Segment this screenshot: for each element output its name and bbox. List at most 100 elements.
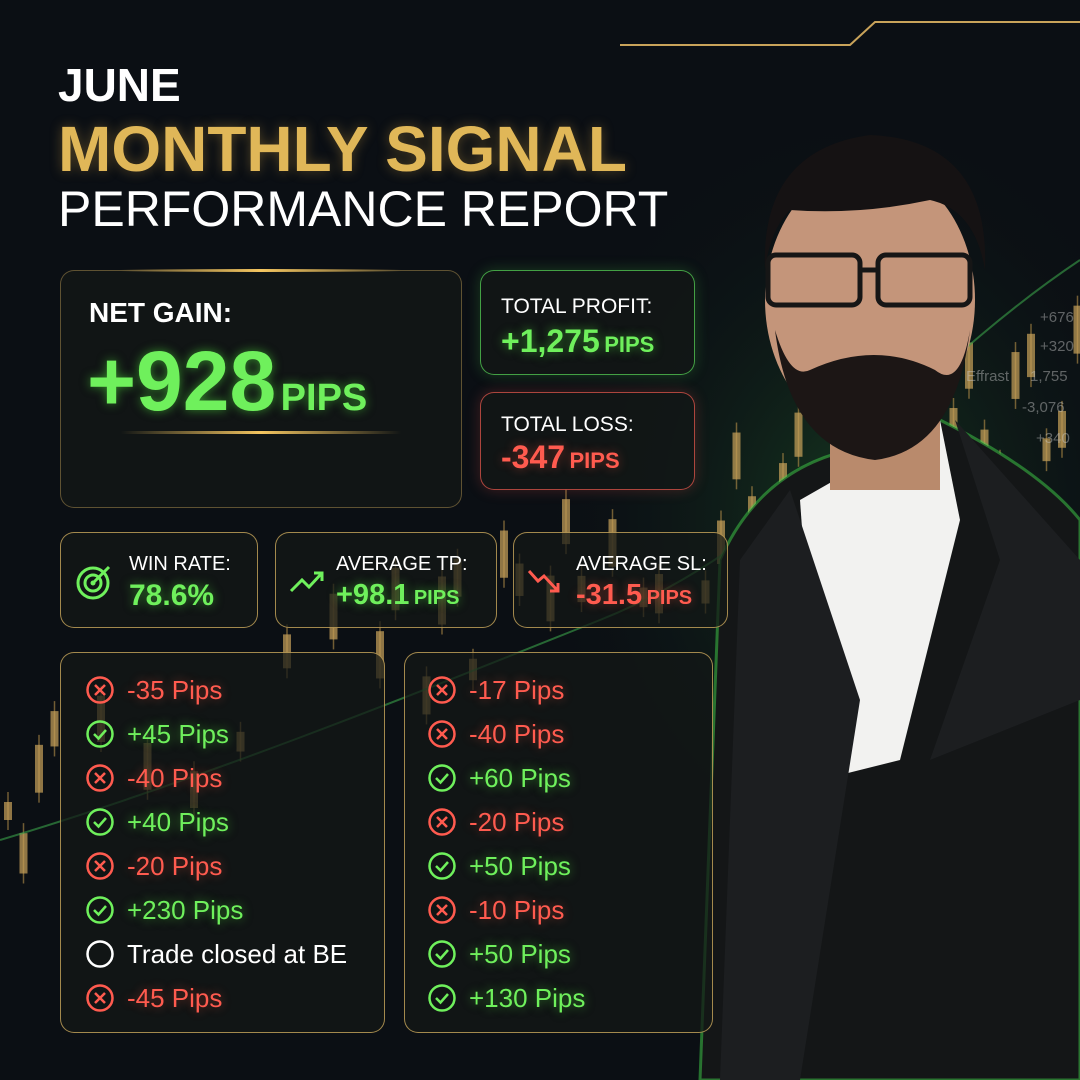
background-label: Effrast: [966, 368, 1010, 385]
total-loss-card: TOTAL LOSS: -347 PIPS: [480, 392, 695, 490]
number: +1,275: [501, 323, 600, 359]
trade-row: +230 Pips: [85, 890, 243, 930]
value: -347 PIPS: [501, 439, 620, 476]
trade-text: +60 Pips: [469, 762, 571, 793]
candle: [4, 802, 12, 820]
candle: [1027, 333, 1035, 378]
background-label: +340: [1036, 430, 1070, 447]
candle: [35, 744, 43, 793]
status-icon: [86, 896, 114, 924]
trade-text: +130 Pips: [469, 982, 586, 1013]
status-icon: [428, 676, 456, 704]
value: +928 PIPS: [87, 333, 367, 430]
number: -31.5: [576, 579, 643, 611]
trade-row: +50 Pips: [427, 846, 571, 886]
trade-text: -35 Pips: [127, 674, 223, 705]
value: 78.6%: [129, 579, 215, 612]
candle: [732, 432, 741, 480]
icon-x: [436, 904, 448, 916]
trade-text: +45 Pips: [127, 718, 229, 749]
value: -31.5 PIPS: [576, 579, 692, 612]
icon-ring: [86, 720, 114, 748]
status-icon: [86, 808, 114, 836]
trend-up-icon: [289, 571, 324, 593]
status-icon: [428, 808, 456, 836]
trade-row: +60 Pips: [427, 758, 571, 798]
month: JUNE: [58, 59, 181, 111]
trade-row: -45 Pips: [85, 978, 222, 1018]
trade-row: -10 Pips: [427, 890, 564, 930]
icon-check: [93, 817, 107, 829]
candle: [794, 412, 803, 457]
icon-x: [94, 772, 106, 784]
person: [698, 135, 1080, 1080]
trade-text: -20 Pips: [469, 806, 565, 837]
icon-x: [94, 992, 106, 1004]
trade-text: +40 Pips: [127, 806, 229, 837]
trade-row: Trade closed at BE: [85, 934, 347, 974]
number: +98.1: [336, 579, 410, 611]
average-tp-card: AVERAGE TP: +98.1 PIPS: [275, 532, 497, 628]
value: +98.1 PIPS: [336, 579, 459, 612]
background-label: +320: [1040, 338, 1074, 355]
trade-row: -40 Pips: [85, 758, 222, 798]
trade-row: +130 Pips: [427, 978, 585, 1018]
status-icon: [86, 852, 114, 880]
icon-ring: [86, 984, 114, 1012]
status-icon: [86, 676, 114, 704]
label: TOTAL LOSS:: [501, 413, 634, 436]
icon-x: [436, 684, 448, 696]
icon-ring: [428, 676, 456, 704]
trade-row: -40 Pips: [427, 714, 564, 754]
icon-x: [436, 816, 448, 828]
candle: [1058, 410, 1066, 448]
candle: [500, 530, 508, 578]
unit: PIPS: [413, 587, 460, 609]
icon-check: [435, 773, 449, 785]
trade-text: +50 Pips: [469, 938, 571, 969]
trade-row: -20 Pips: [427, 802, 564, 842]
icon-check: [93, 905, 107, 917]
trade-row: +45 Pips: [85, 714, 229, 754]
icon-x: [436, 728, 448, 740]
gold-glow: [121, 431, 401, 434]
candle: [965, 342, 973, 389]
trade-row: -35 Pips: [85, 670, 222, 710]
icon-ring: [428, 764, 456, 792]
candle: [50, 711, 59, 747]
target-icon: [76, 565, 111, 600]
icon-check: [93, 729, 107, 741]
unit: PIPS: [280, 377, 368, 419]
unit: PIPS: [604, 332, 655, 357]
icon-ring: [86, 808, 114, 836]
value: +1,275 PIPS: [501, 323, 654, 360]
status-icon: [86, 940, 114, 968]
icon-x: [94, 684, 106, 696]
icon-ring: [86, 764, 114, 792]
win-rate-card: WIN RATE: 78.6%: [60, 532, 258, 628]
icon-check: [435, 949, 449, 961]
subtitle: PERFORMANCE REPORT: [58, 181, 669, 237]
icon-check: [435, 861, 449, 873]
trade-text: +230 Pips: [127, 894, 244, 925]
trade-list: -17 Pips -40 Pips +60 Pips -20 Pips +50 Pips…: [404, 652, 713, 1033]
status-icon: [86, 764, 114, 792]
icon-ring: [428, 940, 456, 968]
total-profit-card: TOTAL PROFIT: +1,275 PIPS: [480, 270, 695, 375]
trade-text: -40 Pips: [127, 762, 223, 793]
icon-ring: [86, 940, 114, 968]
status-icon: [86, 720, 114, 748]
candle: [1073, 305, 1080, 354]
gold-glow: [121, 269, 401, 272]
trade-text: -45 Pips: [127, 982, 223, 1013]
trade-text: +50 Pips: [469, 850, 571, 881]
icon-ring: [428, 852, 456, 880]
icon-ring: [428, 984, 456, 1012]
title: MONTHLY SIGNAL: [58, 113, 627, 185]
icon-ring: [86, 676, 114, 704]
number: -347: [501, 439, 566, 475]
candle: [562, 499, 570, 545]
label: WIN RATE:: [129, 553, 231, 575]
trade-text: Trade closed at BE: [127, 938, 348, 969]
